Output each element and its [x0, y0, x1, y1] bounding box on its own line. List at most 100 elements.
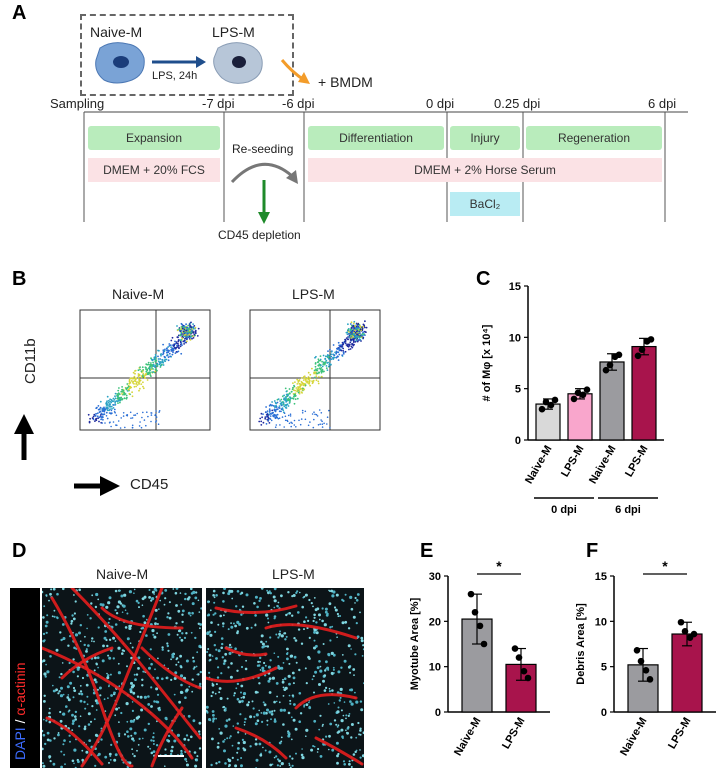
data-point: [511, 645, 519, 652]
x-tick-label: LPS-M: [666, 716, 694, 752]
x-tick-label: Naive-M: [452, 716, 483, 759]
medium-dmem-horse: DMEM + 2% Horse Serum: [308, 158, 662, 182]
y-tick-label: 30: [429, 571, 441, 583]
cd45-depletion-label: CD45 depletion: [218, 228, 301, 242]
data-point: [520, 667, 528, 675]
y-tick-label: 10: [429, 662, 441, 674]
timeline-sampling: Sampling: [50, 96, 105, 111]
y-tick-label: 15: [595, 571, 607, 583]
facs-naive-title: Naive-M: [112, 286, 165, 302]
bmdm-arrow-icon: [280, 59, 310, 84]
timeline-6: 6 dpi: [648, 96, 677, 111]
cd11b-axis-label: CD11b: [22, 338, 39, 384]
data-point: [633, 647, 641, 654]
chart-e: 0 10 20 30 Myotube Area [%] Naive-M LPS-M *: [409, 560, 550, 759]
timeline-025: 0.25 dpi: [494, 96, 541, 111]
x-tick-label: Naive-M: [523, 444, 554, 487]
data-point: [547, 401, 555, 409]
y-tick-label: 0: [515, 435, 521, 447]
x-tick-label: Naive-M: [618, 716, 649, 759]
data-point: [690, 630, 698, 638]
stain-legend-text: DAPI / α-actinin: [12, 662, 28, 760]
micro-lps-title: LPS-M: [272, 566, 315, 582]
phase-injury: Injury: [450, 126, 520, 150]
cd45-axis-label: CD45: [130, 476, 169, 493]
chart-f: 0 5 10 15 Debris Area [%] Naive-M LPS-M *: [575, 560, 716, 759]
y-tick-label: 10: [595, 616, 607, 628]
data-point: [646, 676, 654, 683]
y-tick-label: 0: [435, 707, 441, 719]
panel-label-c: C: [476, 268, 491, 290]
facs-plots: [14, 309, 381, 496]
micro-lps-image: [206, 588, 364, 768]
data-point: [476, 622, 484, 630]
treatment-arrow-icon: [152, 56, 206, 68]
y-tick-label: 20: [429, 616, 441, 628]
x-tick-label: LPS-M: [623, 444, 651, 480]
facs-naive-dots: [87, 321, 200, 429]
data-point: [681, 628, 689, 635]
cd45-axis-arrow-icon: [74, 476, 120, 496]
timeline-minus6: -6 dpi: [282, 96, 315, 111]
panel-label-b: B: [12, 268, 27, 290]
data-point: [551, 396, 559, 404]
stain-actinin-label: α-actinin: [12, 662, 28, 716]
data-point: [538, 405, 546, 413]
bmdm-label: + BMDM: [318, 74, 373, 90]
significance-star: *: [662, 560, 668, 574]
data-point: [471, 608, 479, 616]
phase-differentiation: Differentiation: [308, 126, 444, 150]
data-point: [642, 666, 650, 674]
data-point: [467, 590, 475, 598]
y-axis-label: # of Mφ [x 10⁴]: [481, 324, 493, 401]
data-point: [647, 336, 655, 343]
y-tick-label: 5: [601, 662, 607, 674]
bar: [599, 361, 625, 441]
medium-dmem-fcs: DMEM + 20% FCS: [88, 158, 220, 182]
facs-lps-title: LPS-M: [292, 286, 335, 302]
cd11b-axis-arrow-icon: [14, 414, 34, 460]
group-label: 0 dpi: [551, 504, 577, 516]
data-point: [677, 618, 685, 626]
stain-dapi-label: DAPI: [12, 727, 28, 760]
facs-lps-dots: [258, 320, 368, 429]
panel-a-graphics: [83, 42, 688, 224]
x-tick-label: LPS-M: [559, 444, 587, 480]
bar: [671, 633, 703, 713]
data-point: [583, 386, 591, 393]
bar: [631, 345, 657, 441]
data-point: [542, 398, 550, 406]
phase-regeneration: Regeneration: [526, 126, 662, 150]
data-point: [615, 351, 623, 359]
micro-naive-title: Naive-M: [96, 566, 149, 582]
data-point: [524, 674, 532, 682]
panel-label-d: D: [12, 540, 27, 562]
y-axis-label: Myotube Area [%]: [409, 597, 421, 690]
micro-naive-image: [42, 588, 202, 768]
timeline-minus7: -7 dpi: [202, 96, 235, 111]
phase-expansion: Expansion: [88, 126, 220, 150]
data-point: [480, 640, 488, 648]
macrophage-prep-box: [80, 14, 294, 96]
stain-separator: /: [12, 715, 28, 728]
data-point: [515, 654, 523, 661]
group-label: 6 dpi: [615, 504, 641, 516]
x-tick-label: Naive-M: [587, 444, 618, 487]
data-point: [634, 352, 642, 360]
y-axis-label: Debris Area [%]: [575, 603, 587, 685]
lps-treatment-label: LPS, 24h: [152, 70, 198, 82]
data-point: [637, 657, 645, 665]
bacl2-box: BaCl₂: [450, 192, 520, 216]
lps-m-label: LPS-M: [212, 24, 255, 40]
naive-cell-icon: [95, 42, 145, 84]
panel-label-f: F: [586, 540, 599, 562]
depletion-arrow-icon: [258, 180, 270, 224]
lps-cell-icon: [213, 42, 263, 84]
data-point: [574, 389, 582, 397]
data-point: [606, 361, 614, 369]
stain-legend-bar: DAPI / α-actinin: [10, 588, 40, 768]
y-tick-label: 0: [601, 707, 607, 719]
data-point: [638, 346, 646, 353]
panel-label-e: E: [420, 540, 434, 562]
